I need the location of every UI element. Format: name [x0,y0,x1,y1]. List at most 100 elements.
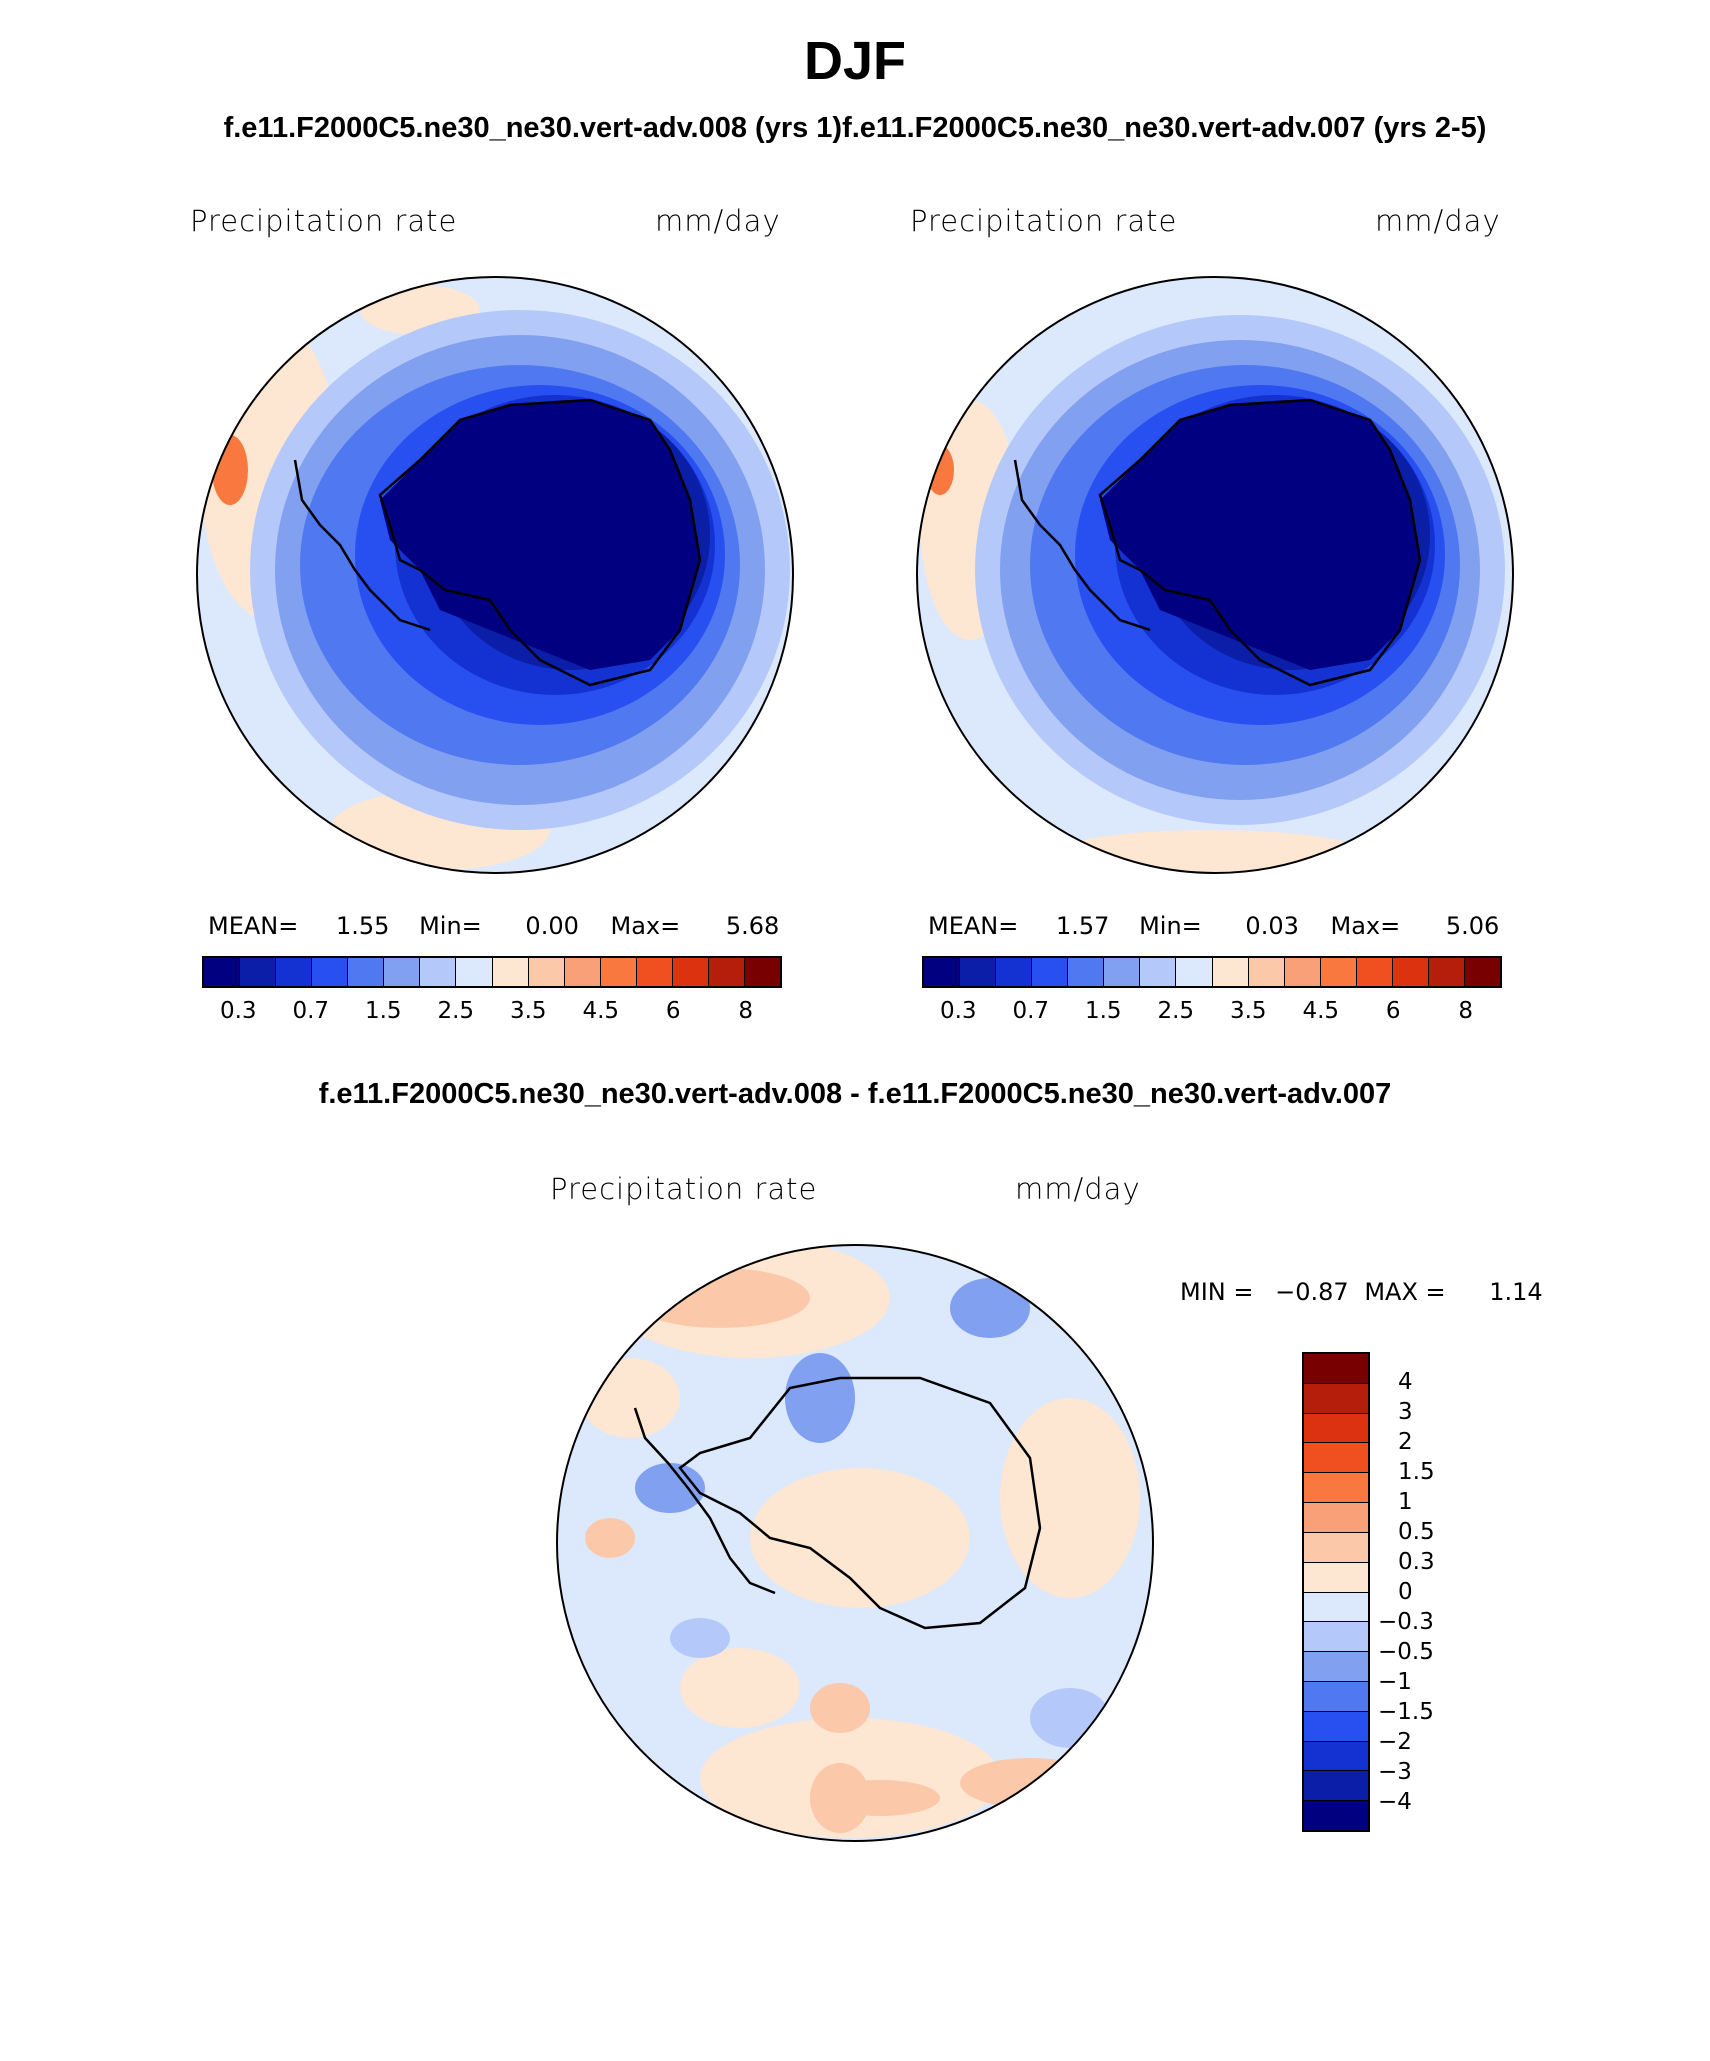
panel1-colorbar-tick-label: 1.5 [364,998,402,1024]
panel2-colorbar-swatch [996,958,1033,986]
diff-colorbar-swatch [1304,1681,1368,1712]
panel2-colorbar-swatch [1176,958,1213,986]
panel1-mean: 1.55 [336,912,390,940]
panel1-colorbar-swatch [348,958,385,986]
panel1-colorbar-swatch [384,958,421,986]
panel1-colorbar-swatch [708,958,745,986]
panel2-colorbar-swatch [960,958,997,986]
panel2-units: mm/day [1375,204,1501,238]
panel2-colorbar-tick-label: 1.5 [1084,998,1122,1024]
panel2-polar-map [916,276,1514,874]
panel2-colorbar [922,956,1502,988]
diff-variable: Precipitation rate [550,1172,818,1206]
panel2-colorbar-swatch [1284,958,1321,986]
panel2-colorbar-swatch [1464,958,1500,986]
panel1-colorbar-tick-label: 2.5 [437,998,475,1024]
panel2-colorbar-ticks: 0.3 0.7 1.5 2.5 3.5 4.5 6 8 [922,998,1502,1028]
panel1-colorbar-swatch [672,958,709,986]
panel2-colorbar-tick-label: 8 [1458,998,1474,1024]
panel1-colorbar-swatch [420,958,457,986]
diff-colorbar-swatch [1304,1354,1368,1384]
diff-colorbar-tick-label: 0.5 [1398,1519,1435,1545]
case-titles: f.e11.F2000C5.ne30_ne30.vert-adv.008 (yr… [223,112,1487,144]
diff-polar-map [556,1244,1154,1842]
panel1-units: mm/day [655,204,781,238]
panel2-colorbar-swatch [924,958,961,986]
diff-colorbar-tick-label: 1.5 [1398,1459,1435,1485]
diff-stats: MIN = −0.87 MAX = 1.14 [1180,1278,1543,1306]
panel2-max: 5.06 [1445,912,1500,940]
panel2-max-label: Max= [1330,912,1401,940]
diff-colorbar-tick-label: 0 [1398,1579,1413,1605]
panel1-colorbar-swatch [600,958,637,986]
panel2-colorbar-tick-label: 0.3 [939,998,977,1024]
panel1-max-label: Max= [610,912,681,940]
panel2-colorbar-swatch [1032,958,1069,986]
panel1-colorbar-tick-label: 4.5 [582,998,620,1024]
panel1-polar-map [196,276,794,874]
diff-min-label: MIN = [1180,1278,1254,1306]
panel1-colorbar-swatch [528,958,565,986]
diff-colorbar-tick-label: −1 [1378,1669,1412,1695]
diff-title: f.e11.F2000C5.ne30_ne30.vert-adv.008 - f… [318,1078,1392,1110]
diff-colorbar-tick-label: −2 [1378,1729,1412,1755]
panel2-colorbar-swatch [1320,958,1357,986]
panel1-colorbar-tick-label: 8 [738,998,754,1024]
panel1-colorbar-swatch [564,958,601,986]
panel2-colorbar-swatch [1212,958,1249,986]
diff-colorbar-swatch [1304,1741,1368,1772]
panel2-colorbar-swatch [1356,958,1393,986]
panel2-colorbar-tick-label: 0.7 [1012,998,1050,1024]
panel1-min: 0.00 [525,912,579,940]
diff-colorbar-tick-label: −0.5 [1378,1639,1434,1665]
panel1-colorbar-ticks: 0.3 0.7 1.5 2.5 3.5 4.5 6 8 [202,998,782,1028]
diff-colorbar-swatch [1304,1473,1368,1504]
diff-colorbar-tick-label: −4 [1378,1789,1412,1815]
panel1-colorbar-swatch [312,958,349,986]
diff-colorbar-swatch [1304,1383,1368,1414]
panel2-colorbar-swatch [1104,958,1141,986]
figure-title: DJF [803,31,906,91]
panel2-variable: Precipitation rate [910,204,1178,238]
panel2-colorbar-swatch [1428,958,1465,986]
diff-colorbar-tick-label: −3 [1378,1759,1412,1785]
diff-colorbar-swatch [1304,1711,1368,1742]
panel1-mean-label: MEAN= [208,912,299,940]
diff-colorbar-swatch [1304,1413,1368,1444]
diff-colorbar-swatch [1304,1592,1368,1623]
panel1-colorbar-tick-label: 6 [665,998,681,1024]
panel2-stats: MEAN= 1.57 Min= 0.03 Max= 5.06 [928,912,1499,940]
panel1-variable: Precipitation rate [190,204,458,238]
diff-colorbar-swatch [1304,1562,1368,1593]
panel1-colorbar [202,956,782,988]
panel2-colorbar-tick-label: 4.5 [1302,998,1340,1024]
panel2-colorbar-swatch [1392,958,1429,986]
panel2-mean-label: MEAN= [928,912,1019,940]
diff-colorbar-tick-label: 1 [1398,1489,1413,1515]
diff-colorbar-tick-label: 2 [1398,1429,1413,1455]
panel1-max: 5.68 [725,912,780,940]
panel1-colorbar-tick-label: 3.5 [509,998,547,1024]
diff-colorbar-swatch [1304,1532,1368,1563]
panel1-stats: MEAN= 1.55 Min= 0.00 Max= 5.68 [208,912,779,940]
panel1-colorbar-swatch [204,958,241,986]
diff-units: mm/day [1015,1172,1141,1206]
panel1-colorbar-tick-label: 0.3 [219,998,257,1024]
diff-colorbar-tick-label: 3 [1398,1399,1413,1425]
panel2-min: 0.03 [1245,912,1299,940]
panel2-colorbar-tick-label: 2.5 [1157,998,1195,1024]
diff-colorbar-swatch [1304,1771,1368,1802]
diff-colorbar-swatch [1304,1801,1368,1830]
panel2-colorbar-tick-label: 3.5 [1229,998,1267,1024]
panel1-colorbar-swatch [492,958,529,986]
diff-colorbar-tick-label: 0.3 [1398,1549,1435,1575]
panel2-mean: 1.57 [1056,912,1110,940]
diff-colorbar-swatch [1304,1503,1368,1533]
diff-min: −0.87 [1275,1278,1349,1306]
diff-colorbar [1302,1352,1370,1832]
panel2-colorbar-swatch [1140,958,1177,986]
panel1-colorbar-swatch [456,958,493,986]
diff-max: 1.14 [1489,1278,1543,1306]
diff-colorbar-tick-label: −0.3 [1378,1609,1434,1635]
panel1-min-label: Min= [419,912,482,940]
